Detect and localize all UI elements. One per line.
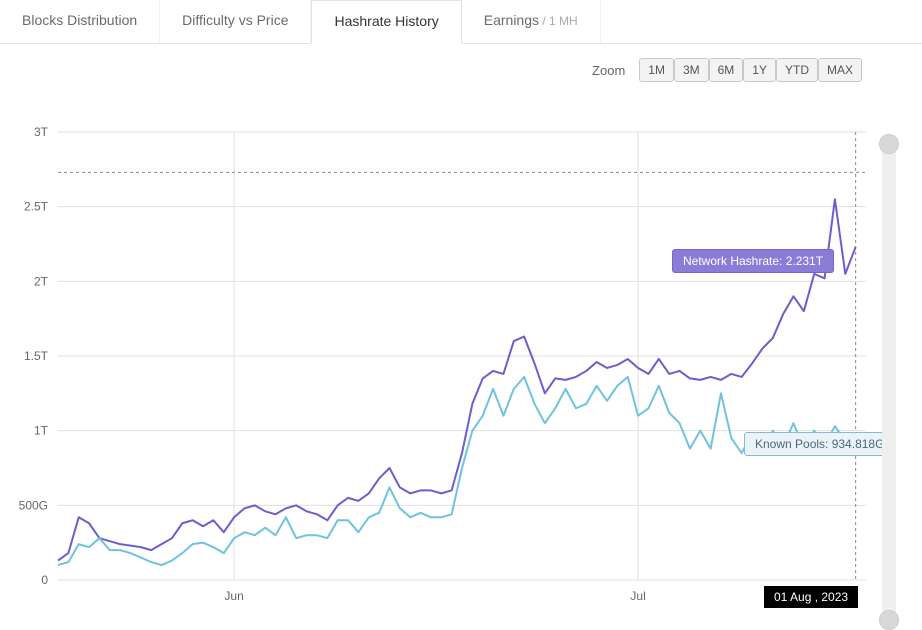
zoom-1m[interactable]: 1M	[639, 58, 674, 82]
svg-text:2.5T: 2.5T	[24, 200, 49, 214]
tab-difficulty-vs-price[interactable]: Difficulty vs Price	[160, 0, 311, 43]
svg-text:1T: 1T	[34, 424, 49, 438]
tab-sublabel: / 1 MH	[539, 14, 578, 28]
tooltip-pools-label: Known Pools: 934.818G	[755, 437, 884, 451]
svg-text:500G: 500G	[19, 498, 48, 512]
chart-tabs: Blocks DistributionDifficulty vs PriceHa…	[0, 0, 922, 44]
svg-text:Jul: Jul	[630, 589, 645, 603]
tooltip-network-hashrate: Network Hashrate: 2.231T	[672, 249, 834, 273]
zoom-max[interactable]: MAX	[818, 58, 862, 82]
zoom-1y[interactable]: 1Y	[743, 58, 776, 82]
tab-blocks-distribution[interactable]: Blocks Distribution	[0, 0, 160, 43]
svg-text:2T: 2T	[34, 274, 49, 288]
svg-text:Jun: Jun	[224, 589, 243, 603]
tab-hashrate-history[interactable]: Hashrate History	[311, 0, 461, 44]
zoom-ytd[interactable]: YTD	[776, 58, 818, 82]
range-handle-top[interactable]	[879, 134, 899, 154]
tooltip-network-label: Network Hashrate: 2.231T	[683, 254, 823, 268]
crosshair-date-text: 01 Aug , 2023	[774, 590, 848, 604]
tab-earnings[interactable]: Earnings / 1 MH	[462, 0, 601, 43]
range-handle-bottom[interactable]	[879, 610, 899, 630]
chart-svg: 0 500G 1T 1.5T 2T 2.5T 3T Jun Jul	[0, 82, 922, 607]
crosshair-date-badge: 01 Aug , 2023	[764, 586, 858, 608]
zoom-controls: Zoom 1M3M6M1YYTDMAX	[0, 44, 922, 82]
zoom-6m[interactable]: 6M	[709, 58, 744, 82]
range-scrollbar[interactable]	[882, 142, 896, 622]
svg-text:0: 0	[41, 573, 48, 587]
hashrate-chart: 0 500G 1T 1.5T 2T 2.5T 3T Jun Jul Network Hashra…	[0, 82, 922, 607]
zoom-3m[interactable]: 3M	[674, 58, 709, 82]
svg-text:1.5T: 1.5T	[24, 349, 49, 363]
tooltip-known-pools: Known Pools: 934.818G	[744, 432, 895, 456]
zoom-label: Zoom	[592, 63, 625, 78]
svg-text:3T: 3T	[34, 125, 49, 139]
